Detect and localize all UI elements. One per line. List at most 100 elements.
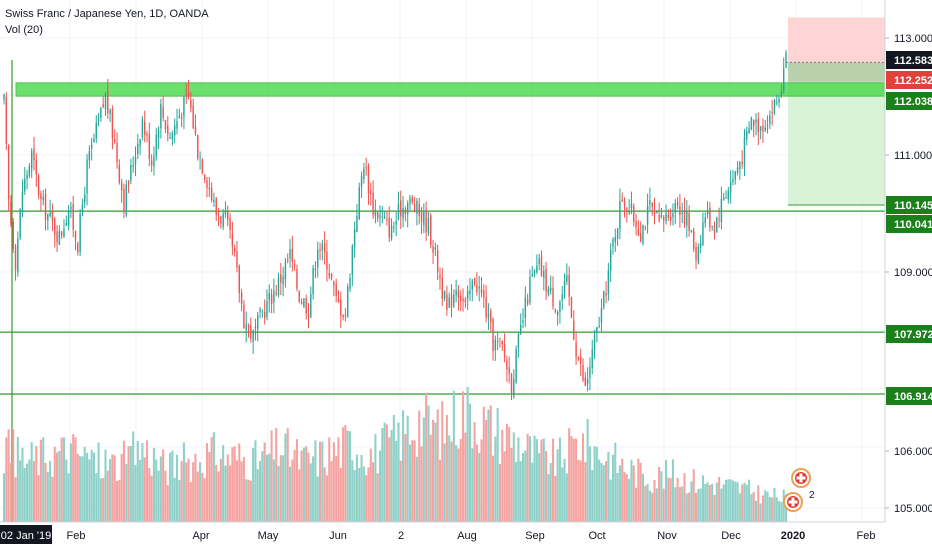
volume-bar [88, 459, 91, 522]
volume-bar [270, 430, 273, 522]
volume-bar [238, 443, 241, 522]
volume-bar [102, 478, 105, 522]
candle-body [688, 213, 690, 231]
volume-bar [690, 481, 693, 522]
volume-bar [23, 468, 26, 522]
volume-bar [226, 454, 229, 522]
candle-body [649, 200, 651, 205]
candle-body [236, 251, 238, 268]
volume-bar [625, 474, 628, 522]
volume-bar [662, 488, 665, 522]
candle-body [499, 338, 501, 340]
price-tick-label: 106.000 [894, 446, 932, 458]
candle-body [584, 377, 587, 386]
volume-bar [215, 464, 218, 522]
candle-body [376, 212, 379, 219]
volume-bar [711, 483, 714, 522]
volume-label: Vol (20) [5, 24, 43, 36]
volume-bar [212, 432, 215, 522]
candle-body [483, 290, 485, 298]
volume-bar [766, 491, 769, 522]
candle-body [556, 311, 559, 316]
candle-body [330, 273, 333, 279]
event-marker-count: 2 [809, 490, 815, 501]
candle-body [464, 299, 467, 302]
volume-bar [67, 473, 70, 522]
candle-body [607, 270, 610, 295]
candle-body [342, 315, 344, 318]
price-label: 110.145 [894, 200, 932, 212]
candle-body [460, 295, 462, 302]
candle-body [275, 292, 277, 294]
volume-bar [404, 434, 407, 522]
candle-body [736, 167, 739, 173]
candle-body [614, 237, 617, 243]
candle-body [137, 143, 139, 155]
volume-bar [464, 432, 467, 522]
volume-bar [754, 500, 758, 522]
candle-body [466, 290, 469, 299]
volume-bar [438, 459, 442, 522]
time-axis-bg [0, 522, 932, 550]
candle-body [513, 379, 515, 397]
candle-body [727, 190, 730, 200]
volume-bar [245, 479, 248, 522]
volume-bar [21, 447, 24, 522]
candle-body [718, 218, 720, 220]
volume-bar [148, 467, 151, 522]
volume-bar [713, 495, 716, 522]
candle-body [139, 139, 141, 147]
candle-body [132, 165, 134, 168]
volume-bar [337, 437, 340, 522]
candle-body [254, 326, 257, 329]
candle-body [123, 188, 125, 212]
candle-body [485, 297, 487, 318]
volume-bar [614, 442, 617, 522]
candle-body [462, 298, 464, 301]
candle-body [683, 209, 686, 225]
candle-body [520, 325, 522, 335]
candle-body [450, 294, 453, 308]
volume-bar [418, 410, 421, 522]
volume-bar [671, 459, 675, 522]
price-label-bg [886, 325, 932, 343]
candle-body [713, 225, 716, 234]
volume-bar [291, 459, 294, 522]
candle-body [238, 265, 241, 293]
volume-bar [450, 441, 453, 522]
price-label: 112.252 [894, 75, 932, 87]
volume-bar [360, 455, 363, 522]
candle-body [743, 137, 746, 167]
volume-bar [605, 461, 608, 522]
volume-bar [265, 454, 269, 522]
candle-body [536, 265, 538, 273]
event-badge-cross-h [796, 476, 806, 480]
candle-body [42, 196, 44, 201]
volume-bar [312, 456, 315, 522]
candle-body [14, 246, 17, 270]
candle-body [695, 246, 697, 261]
price-label-bg [886, 92, 932, 110]
volume-bar [618, 465, 621, 522]
volume-bar [284, 433, 287, 522]
candle-body [261, 311, 264, 313]
candle-body [86, 159, 88, 194]
volume-bar [279, 455, 282, 522]
candle-body [533, 270, 536, 274]
price-axis: 113.000 111.000 109.000 106.000 105.000 112.5… [884, 0, 932, 550]
candle-body [780, 91, 783, 96]
candle-body [229, 218, 231, 231]
candle-body [702, 222, 704, 246]
volume-bar [104, 449, 107, 522]
candle-body [706, 210, 709, 215]
candle-body [155, 134, 157, 157]
candle-body [637, 228, 640, 236]
volume-bar [185, 462, 188, 522]
candle-body [750, 117, 753, 130]
candle-body [381, 216, 384, 218]
candle-body [372, 192, 374, 216]
volume-bar [411, 440, 414, 522]
volume-bar [39, 439, 42, 522]
